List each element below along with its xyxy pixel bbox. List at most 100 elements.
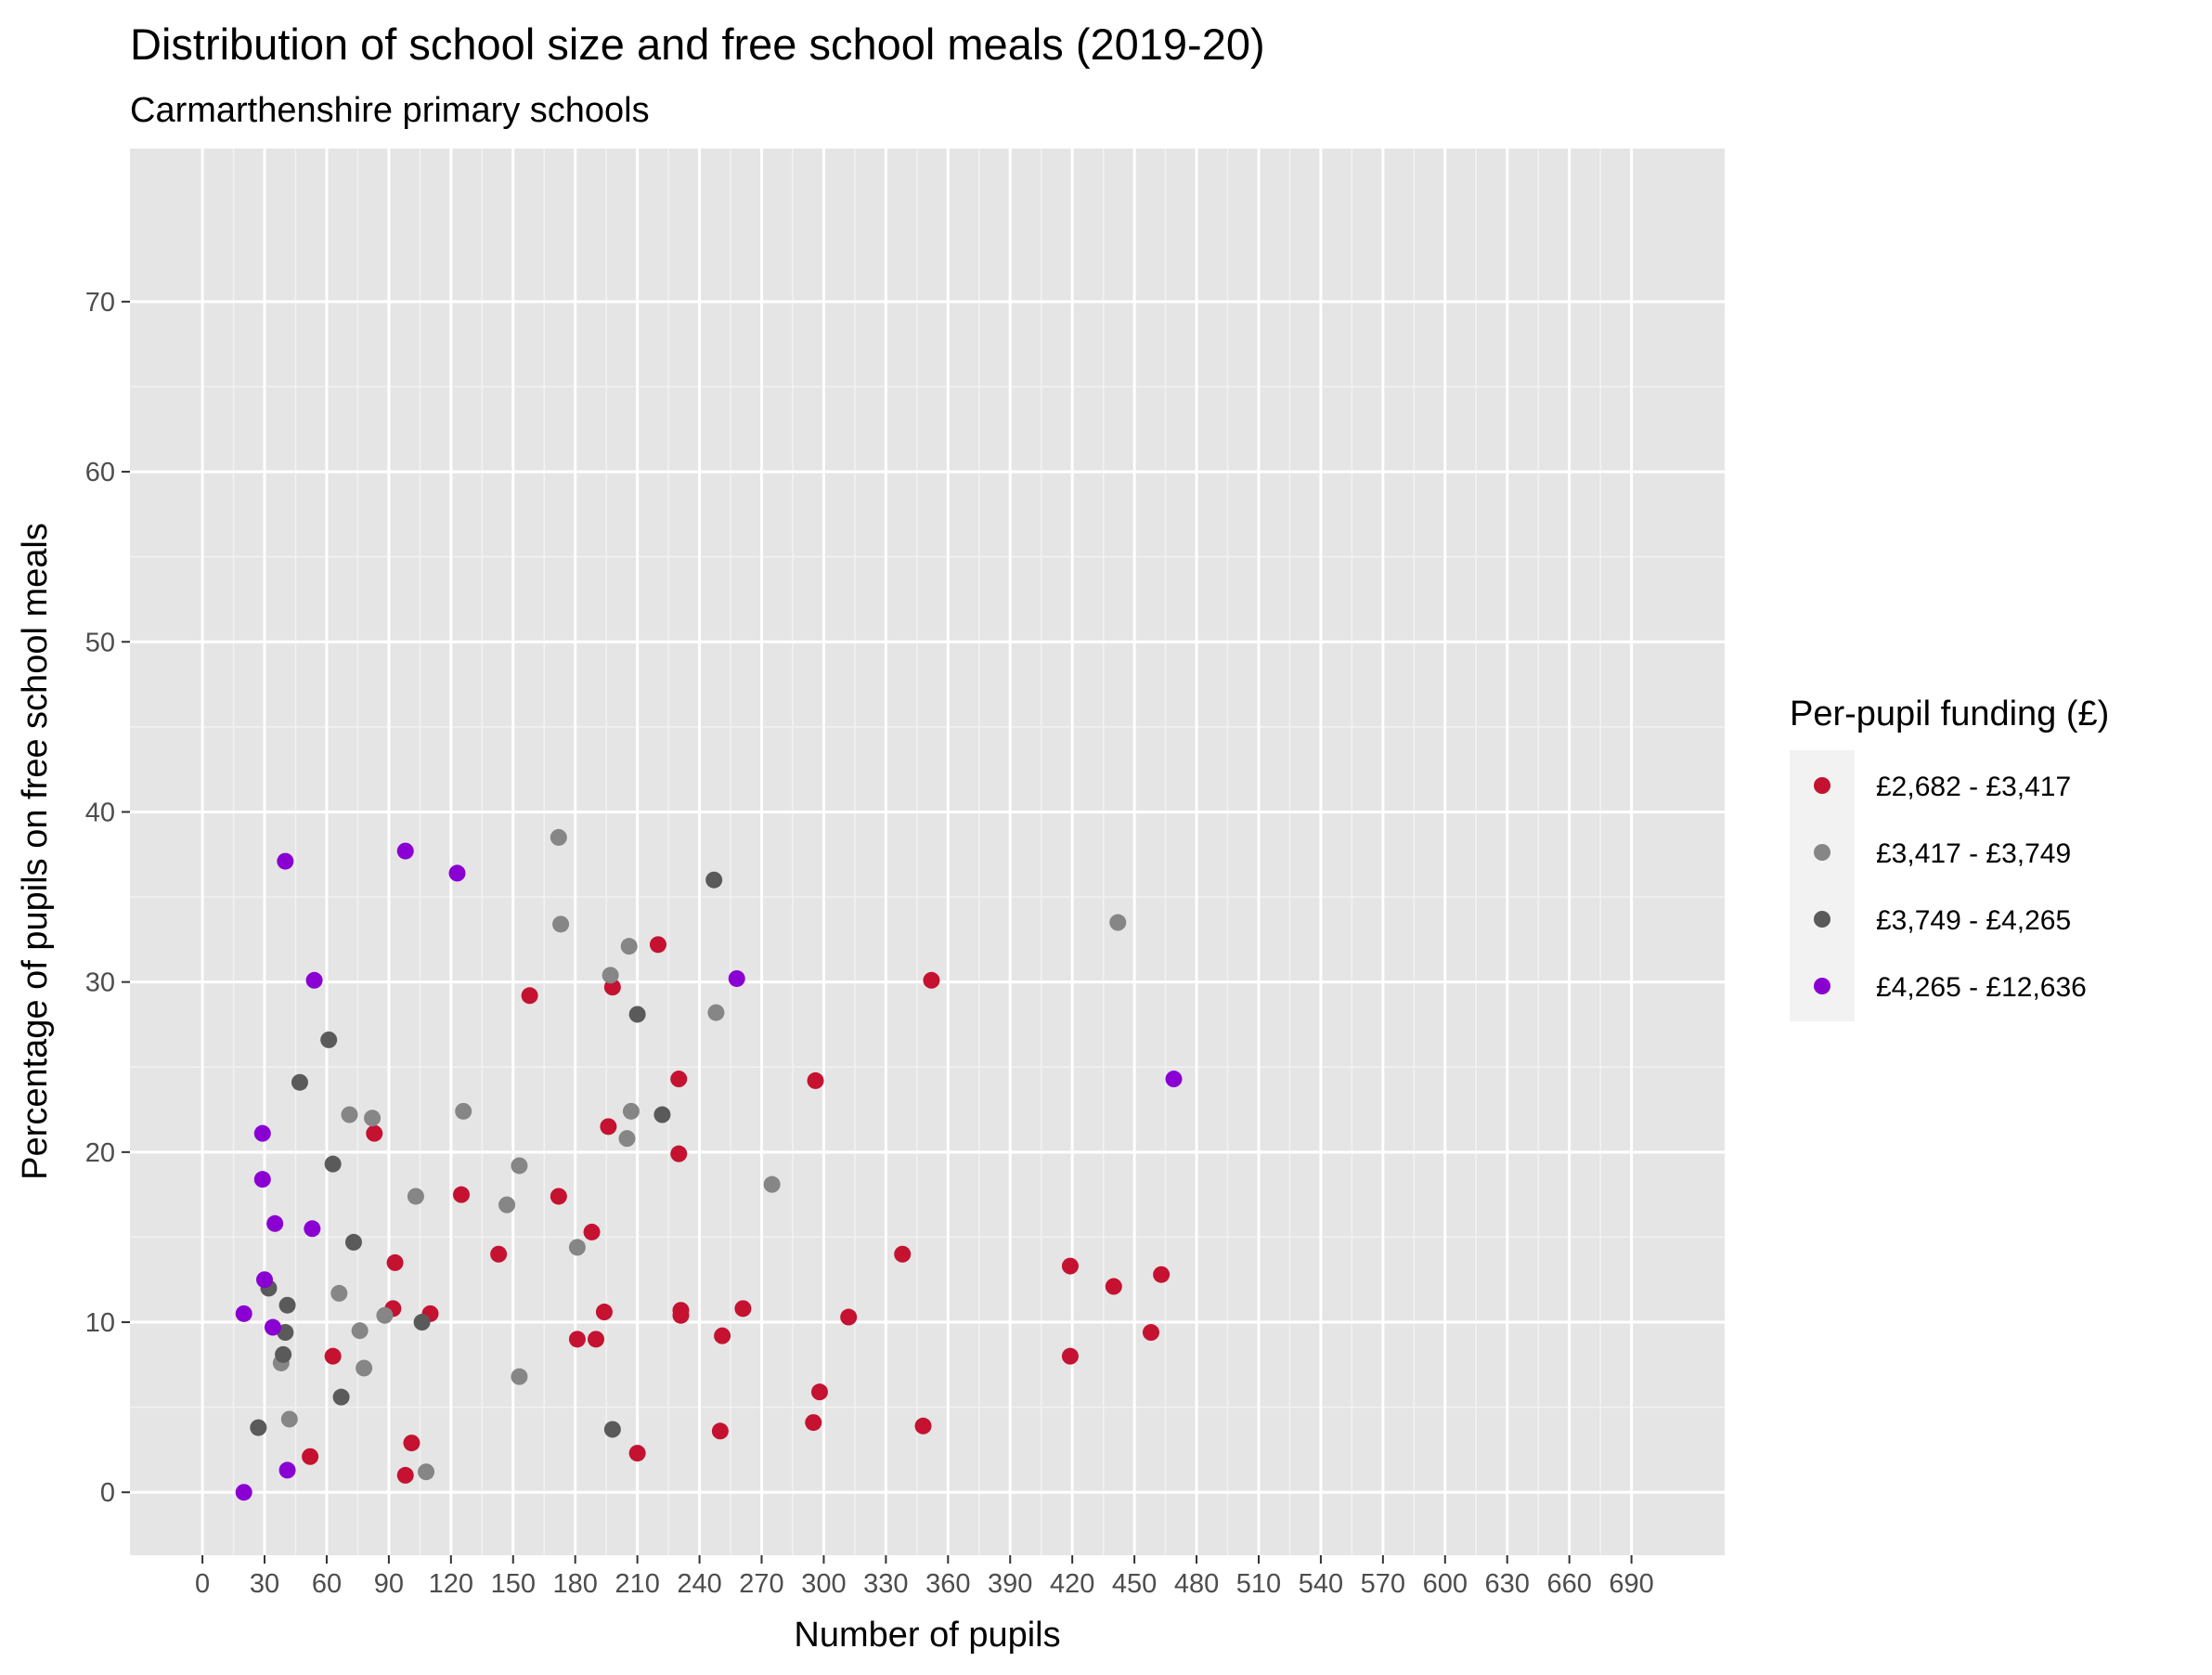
x-tick-label: 300 [801,1569,846,1599]
data-point-series-1 [807,1071,824,1089]
x-tick-label: 240 [677,1569,721,1599]
data-point-series-2 [550,828,567,846]
x-tick-label: 270 [739,1569,783,1599]
data-point-series-1 [714,1327,731,1344]
data-point-series-4 [235,1484,252,1501]
data-point-series-2 [552,915,570,933]
data-point-series-1 [734,1300,752,1318]
x-tick-label: 360 [925,1569,970,1599]
x-axis-title: Number of pupils [794,1616,1060,1655]
data-point-series-3 [628,1006,646,1023]
data-point-series-4 [264,1318,281,1336]
data-point-series-1 [1061,1347,1079,1365]
legend-key-2 [1814,844,1830,861]
legend: Per-pupil funding (£) £2,682 - £3,417 £3,… [1790,695,2109,1021]
data-point-series-1 [588,1331,605,1348]
data-point-series-1 [595,1304,613,1321]
data-point-series-1 [396,1466,414,1484]
x-tick-label: 390 [988,1569,1032,1599]
data-point-series-3 [332,1388,350,1406]
data-point-series-2 [622,1102,640,1120]
data-point-series-1 [805,1414,822,1432]
data-point-series-4 [728,969,745,987]
legend-key-1 [1814,777,1830,794]
data-point-series-1 [672,1306,690,1324]
data-point-series-1 [1061,1257,1079,1275]
data-point-series-2 [407,1188,424,1205]
data-point-series-3 [603,1421,621,1438]
legend-label: £4,265 - £12,636 [1876,972,2087,1003]
data-point-series-1 [649,936,666,954]
data-point-series-1 [628,1445,646,1462]
data-point-series-2 [498,1196,516,1214]
legend-key-4 [1814,978,1830,994]
y-tick-label: 30 [85,968,115,998]
x-tick-label: 30 [250,1569,279,1599]
data-point-series-3 [291,1073,308,1091]
legend-label: £3,417 - £3,749 [1876,838,2071,869]
x-tick-label: 120 [429,1569,473,1599]
x-tick-label: 450 [1112,1569,1157,1599]
data-point-series-4 [266,1214,284,1232]
x-tick-label: 570 [1361,1569,1405,1599]
legend-label: £3,749 - £4,265 [1876,905,2071,936]
data-point-series-3 [275,1345,292,1363]
data-point-series-4 [277,852,294,870]
data-point-series-1 [894,1245,912,1263]
x-tick-label: 60 [312,1569,342,1599]
chart-subtitle: Carmarthenshire primary schools [130,91,650,130]
data-point-series-1 [324,1347,342,1365]
data-point-series-2 [418,1463,435,1481]
data-point-series-1 [403,1435,420,1452]
y-tick-label: 40 [85,798,115,827]
data-point-series-2 [356,1359,373,1377]
x-tick-label: 510 [1236,1569,1281,1599]
data-point-series-1 [366,1124,383,1142]
data-point-series-3 [324,1155,342,1173]
data-point-series-3 [413,1314,431,1331]
data-point-series-2 [351,1322,369,1340]
data-point-series-4 [1165,1071,1183,1088]
x-tick-label: 690 [1609,1569,1653,1599]
data-point-series-2 [341,1106,358,1123]
chart-title: Distribution of school size and free sch… [130,19,1265,69]
x-tick-label: 540 [1299,1569,1343,1599]
x-tick-label: 600 [1423,1569,1468,1599]
data-point-series-1 [302,1448,319,1465]
data-point-series-2 [280,1410,298,1428]
data-point-series-3 [320,1031,338,1048]
data-point-series-2 [376,1306,394,1324]
y-tick-label: 0 [100,1478,115,1508]
data-point-series-1 [568,1331,586,1348]
data-point-series-4 [278,1461,296,1479]
y-axis-title: Percentage of pupils on free school meal… [16,523,55,1180]
data-point-series-1 [521,987,538,1005]
plot-panel [130,149,1725,1555]
data-point-series-2 [620,938,638,955]
x-axis: 0 30 60 90 120 150 180 210 240 270 300 330 360 390 420… [195,1555,1654,1599]
data-point-series-1 [923,971,940,989]
y-axis: 0 10 20 30 40 50 60 70 [85,288,130,1508]
data-point-series-2 [455,1102,472,1120]
data-point-series-1 [600,1118,617,1136]
data-point-series-1 [810,1383,828,1401]
data-point-series-2 [330,1284,348,1302]
data-point-series-3 [705,871,723,889]
data-point-series-1 [583,1223,601,1240]
x-tick-label: 630 [1485,1569,1530,1599]
data-point-series-3 [653,1106,671,1123]
data-point-series-1 [914,1417,932,1435]
data-point-series-1 [490,1245,508,1263]
minor-gridlines [130,149,1725,1555]
data-point-series-4 [448,864,466,882]
data-point-series-4 [305,971,323,989]
x-tick-label: 90 [374,1569,404,1599]
x-tick-label: 150 [491,1569,536,1599]
data-points [235,828,1183,1501]
x-tick-label: 420 [1050,1569,1094,1599]
data-point-series-1 [840,1308,858,1326]
data-point-series-1 [1105,1278,1122,1295]
data-point-series-4 [253,1124,271,1142]
legend-key-3 [1814,911,1830,928]
